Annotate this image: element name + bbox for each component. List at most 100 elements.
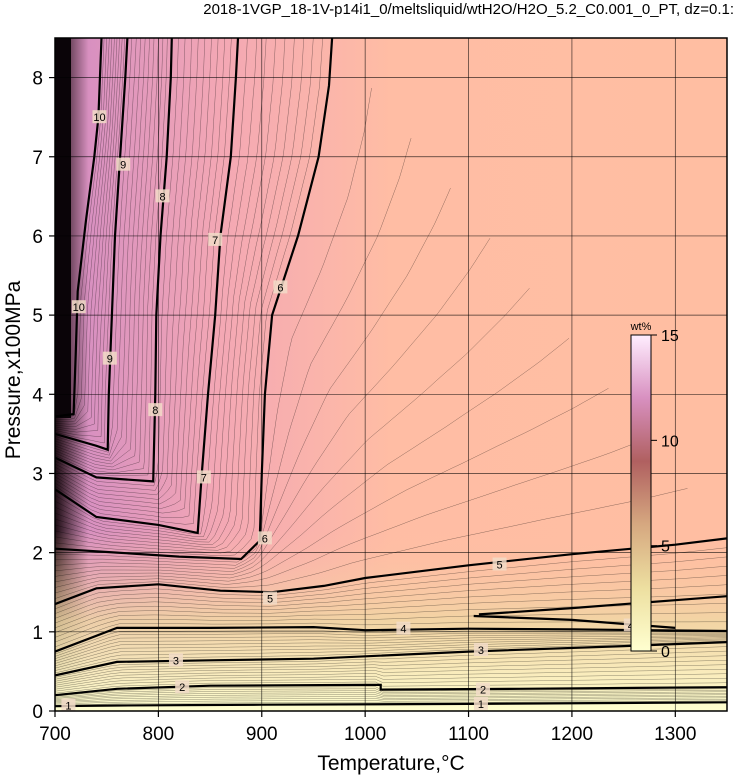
minor-contour [55,38,155,468]
contour-5-5 [478,595,727,616]
contour-label-box [208,232,223,246]
contour-label-box [175,680,190,694]
contour-label-box [257,531,272,545]
contour-labels: 1122334455667788991010 [61,110,638,711]
minor-contour [55,621,727,648]
minor-contour [55,700,727,706]
contour-1 [55,701,727,708]
minor-contour [55,673,727,690]
minor-contour [55,488,688,599]
minor-contour [55,38,141,459]
minor-contour [55,38,150,465]
minor-contour [55,547,727,610]
minor-contour [55,38,168,477]
x-tick-label: 900 [246,724,278,745]
minor-contour [55,38,123,437]
minor-contour [55,38,219,514]
minor-contour [55,238,491,572]
x-tick-label: 1200 [551,724,593,745]
plot-frame [54,37,728,712]
minor-contour [55,38,125,444]
minor-contour [55,655,727,682]
minor-contour [55,288,530,577]
colorbar-tick-label: 10 [661,433,679,450]
x-tick-label: 800 [143,724,175,745]
minor-contour [55,38,118,430]
colorbar: wt% 0 5 10 15 [630,321,679,661]
contour-label: 7 [212,235,218,247]
contour-label-box [473,643,488,657]
minor-contour [55,38,179,487]
minor-contour [55,38,192,496]
minor-contour [55,338,570,583]
x-tick-label: 1000 [344,724,386,745]
contour-label: 2 [480,685,486,697]
x-tick-label: 1100 [448,724,489,745]
minor-contour [55,635,727,662]
contour-label: 9 [120,160,126,172]
minor-contour [55,612,727,643]
y-tick-label: 0 [32,702,43,723]
minor-contour [55,678,727,692]
minor-contour [55,660,727,684]
minor-contour [55,38,164,474]
minor-contour [55,696,727,702]
contour-label: 5 [267,594,273,606]
minor-contour [55,697,727,704]
minor-contour [55,38,314,554]
minor-contour [55,603,727,638]
minor-contour [55,388,609,588]
minor-contour [55,669,727,688]
minor-contour [55,690,727,699]
contour-label-box [102,351,117,365]
minor-contour [55,699,727,705]
contour-2 [55,683,727,697]
minor-contour [55,640,727,674]
minor-contour [55,38,199,500]
minor-contour [55,637,727,667]
minor-contour [55,38,132,453]
y-tick-label: 1 [32,623,43,644]
contour-label: 8 [152,405,158,417]
minor-contour [55,632,727,657]
contour-label-box [92,110,107,124]
contour-label: 9 [107,354,113,366]
minor-contour [55,38,232,525]
contour-label: 7 [201,472,207,484]
minor-contour [55,688,727,698]
contour-label-box [263,591,278,605]
contour-label-box [196,470,211,484]
minor-contour [55,38,286,546]
minor-contour [55,38,115,427]
contour-label-box [476,682,491,696]
contour-label-box [148,403,163,417]
contour-label: 6 [277,282,283,294]
y-axis-ticks: 0 1 2 3 4 5 6 7 8 [32,69,55,723]
minor-contour [55,638,727,669]
y-tick-label: 3 [32,464,43,485]
colorbar-tick-label: 15 [661,328,679,345]
contour-9 [55,38,129,452]
colorbar-tick-label: 0 [661,644,670,661]
minor-contour [55,38,113,425]
x-axis-label: Temperature,°C [317,752,464,775]
contour-label: 10 [93,112,105,124]
minor-contour [55,38,107,421]
y-tick-label: 8 [32,69,43,90]
minor-contour [55,38,276,543]
contour-label: 5 [496,560,502,572]
contour-7 [55,38,240,535]
y-tick-label: 7 [32,148,43,169]
minor-contour [55,38,159,471]
contour-label-box [61,698,76,711]
heatmap-dark-corner [55,38,71,418]
minor-contour [55,575,727,624]
contour-4 [55,625,727,653]
contour-label: 6 [262,533,268,545]
minor-contour [55,38,304,551]
contour-label: 2 [179,682,185,694]
y-tick-label: 5 [32,306,43,327]
x-tick-label: 1300 [654,724,696,745]
minor-contour [55,38,248,535]
